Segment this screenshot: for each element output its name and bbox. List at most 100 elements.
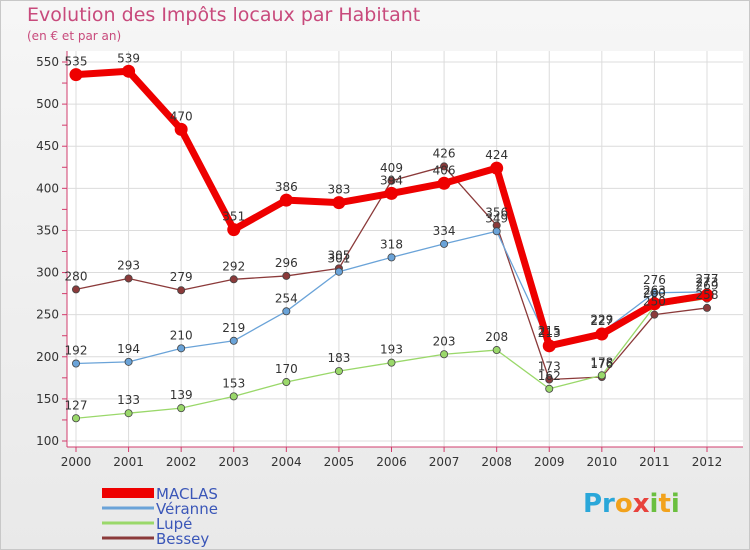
data-point (703, 303, 712, 312)
x-tick-label: 2011 (639, 455, 670, 469)
y-tick-label: 450 (36, 139, 59, 153)
data-point (700, 288, 714, 302)
data-label: 334 (433, 224, 456, 238)
y-tick-label: 300 (36, 266, 59, 280)
data-labels: 535 539 470 351 386 383 394 406 424 213 227 263 273 1… (65, 51, 719, 412)
y-tick-label: 150 (36, 392, 59, 406)
data-point (72, 285, 81, 294)
data-point (440, 350, 449, 359)
data-label: 409 (380, 161, 403, 175)
plot-area (67, 51, 743, 447)
data-label: 318 (380, 237, 403, 251)
y-tick-label: 400 (36, 181, 59, 195)
data-label: 173 (538, 360, 561, 374)
proxiti-logo: Proxiti (583, 489, 680, 519)
data-point (334, 267, 343, 276)
data-point (492, 227, 501, 236)
data-label: 301 (327, 252, 350, 266)
data-label: 162 (538, 369, 561, 383)
data-label: 210 (170, 328, 193, 342)
x-tick-label: 2002 (166, 455, 197, 469)
data-label: 215 (538, 324, 561, 338)
data-label: 203 (433, 334, 456, 348)
data-point (282, 307, 291, 316)
data-point (229, 275, 238, 284)
x-tick-label: 2005 (324, 455, 355, 469)
x-tick-label: 2012 (692, 455, 723, 469)
data-label: 535 (65, 55, 88, 69)
data-label: 229 (590, 312, 613, 326)
legend-swatch (102, 521, 154, 525)
grid (67, 51, 743, 447)
data-point (492, 346, 501, 355)
data-label: 183 (327, 351, 350, 365)
data-point (597, 371, 606, 380)
data-point (387, 358, 396, 367)
data-point (72, 414, 81, 423)
data-point (174, 122, 188, 136)
data-label: 176 (590, 357, 613, 371)
data-label: 277 (696, 272, 719, 286)
data-point (545, 384, 554, 393)
y-tick-label: 350 (36, 223, 59, 237)
legend-label: MACLAS (156, 485, 218, 503)
data-label: 293 (117, 258, 140, 272)
chart-title: Evolution des Impôts locaux par Habitant (27, 4, 421, 26)
data-point (72, 359, 81, 368)
data-point (332, 196, 346, 210)
data-point (387, 176, 396, 185)
data-point (334, 367, 343, 376)
chart-subtitle: (en € et par an) (27, 29, 122, 43)
data-point (122, 64, 136, 78)
x-tick-label: 2004 (271, 455, 302, 469)
data-point (440, 239, 449, 248)
legend-swatch (102, 536, 154, 540)
x-tick-label: 2010 (587, 455, 618, 469)
data-label: 296 (275, 256, 298, 270)
data-label: 470 (170, 109, 193, 123)
data-label: 170 (275, 362, 298, 376)
data-point (229, 392, 238, 401)
data-point (490, 161, 504, 175)
data-label: 356 (485, 205, 508, 219)
data-label: 219 (222, 321, 245, 335)
data-point (387, 253, 396, 262)
y-tick-label: 200 (36, 350, 59, 364)
legend-label: Bessey (156, 530, 209, 548)
x-tick-label: 2003 (218, 455, 249, 469)
legend-swatch (102, 506, 154, 510)
legend-label: Véranne (156, 500, 218, 518)
data-point (282, 271, 291, 280)
data-label: 394 (380, 173, 403, 187)
data-label: 139 (170, 388, 193, 402)
x-tick-label: 2007 (429, 455, 460, 469)
data-label: 269 (696, 279, 719, 293)
data-label: 351 (222, 210, 245, 224)
data-label: 383 (327, 183, 350, 197)
y-tick-label: 250 (36, 308, 59, 322)
data-label: 276 (643, 273, 666, 287)
data-point (279, 193, 293, 207)
x-tick-label: 2000 (61, 455, 92, 469)
x-tick-label: 2009 (534, 455, 565, 469)
data-label: 424 (485, 148, 508, 162)
data-label: 127 (65, 398, 88, 412)
data-label: 193 (380, 343, 403, 357)
data-label: 258 (696, 288, 719, 302)
data-label: 406 (433, 163, 456, 177)
data-point (440, 162, 449, 171)
data-point (227, 223, 241, 237)
axes: 100 150 200 250 300 350 400 450 500 550 2000 2001 20… (36, 51, 743, 469)
data-point (124, 357, 133, 366)
data-point (124, 274, 133, 283)
data-point (282, 378, 291, 387)
data-label: 426 (433, 146, 456, 160)
data-label: 280 (65, 269, 88, 283)
data-label: 194 (117, 342, 140, 356)
legend-label: Lupé (156, 515, 192, 533)
data-label: 192 (65, 344, 88, 358)
data-label: 254 (275, 291, 298, 305)
data-point (650, 288, 659, 297)
